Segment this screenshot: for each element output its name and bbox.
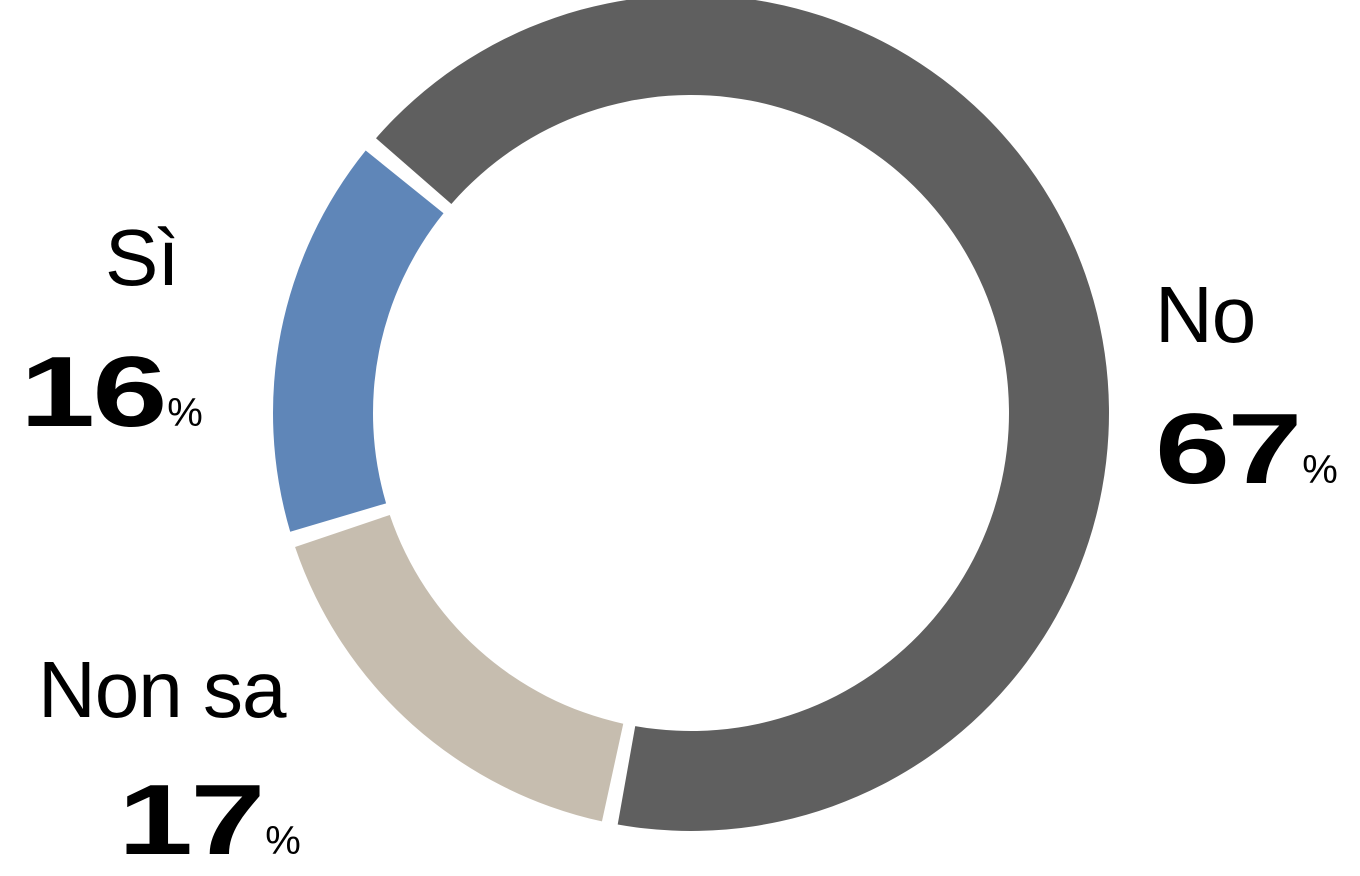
label-nonsa: Non sa bbox=[38, 645, 286, 734]
label-nonsa-name: Non sa bbox=[38, 645, 286, 734]
label-no-name: No bbox=[1155, 270, 1256, 359]
label-nonsa-valrow: 17% bbox=[118, 770, 301, 870]
label-no-value: 67 bbox=[1155, 393, 1302, 505]
label-nonsa-value: 17 bbox=[118, 764, 265, 876]
donut-slice-non-sa bbox=[295, 514, 624, 822]
label-no-percent: % bbox=[1302, 448, 1338, 492]
label-si-percent: % bbox=[167, 391, 203, 435]
label-si-valrow: 16% bbox=[20, 342, 203, 442]
label-no: No 67% bbox=[1155, 270, 1338, 505]
label-nonsa-percent: % bbox=[265, 819, 301, 863]
label-si-name: Sì bbox=[105, 213, 180, 302]
label-si-value: 16 bbox=[20, 336, 167, 448]
donut-slice-no bbox=[376, 0, 1109, 831]
donut-slice-s- bbox=[273, 150, 444, 532]
label-si: Sì bbox=[105, 213, 180, 302]
